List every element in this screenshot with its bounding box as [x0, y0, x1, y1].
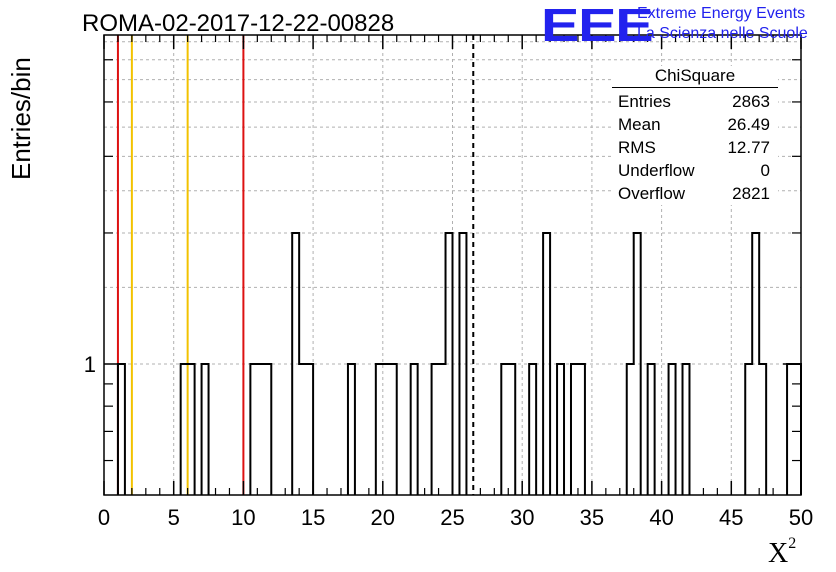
histogram-bin: [257, 364, 264, 495]
chart-title: ROMA-02-2017-12-22-00828: [82, 10, 395, 37]
x-tick-label: 30: [510, 505, 534, 530]
histogram-bin: [578, 364, 585, 495]
histogram-bin: [627, 364, 634, 495]
x-axis-label: X2: [768, 534, 797, 570]
histogram-bin: [683, 364, 690, 495]
histogram-bin: [390, 364, 397, 495]
stats-label: RMS: [618, 138, 656, 157]
stats-label: Mean: [618, 115, 661, 134]
logo-line-2: La Scienza nelle Scuole: [637, 25, 808, 42]
y-axis-label: Entries/bin: [6, 57, 36, 180]
x-axis-label-superscript: 2: [788, 534, 797, 552]
histogram-bin: [411, 364, 418, 495]
axis-ticks: 0 5 10 15 20 25 30 35 40 45 50 1: [84, 35, 813, 530]
x-tick-label: 35: [580, 505, 604, 530]
y-tick-label: 1: [84, 352, 96, 377]
histogram-bin: [432, 364, 439, 495]
histogram-bin: [439, 364, 446, 495]
eee-logo: EEE: [541, 0, 654, 51]
histogram-bin: [501, 364, 508, 495]
stats-box: ChiSquare Entries 2863 Mean 26.49 RMS 12.77…: [612, 66, 778, 205]
histogram-bin: [529, 364, 536, 495]
x-axis-label-base: X: [768, 538, 789, 569]
logo-caption: Extreme Energy Events La Scienza nelle S…: [637, 4, 808, 44]
histogram-bin: [306, 364, 313, 495]
histogram-bin: [383, 364, 390, 495]
histogram-bin: [557, 364, 564, 495]
stats-label: Underflow: [618, 161, 695, 180]
histogram-bin: [571, 364, 578, 495]
x-tick-label: 15: [301, 505, 325, 530]
histogram-bin: [759, 364, 766, 495]
x-tick-label: 50: [789, 505, 813, 530]
histogram-bin: [250, 364, 257, 495]
stats-value: 2863: [732, 92, 770, 111]
histogram-bin: [181, 364, 188, 495]
stats-row-underflow: Underflow 0: [612, 159, 778, 182]
histogram-bin: [299, 364, 306, 495]
stats-value: 26.49: [727, 115, 770, 134]
stats-row-entries: Entries 2863: [612, 90, 778, 113]
histogram-bin: [348, 364, 355, 495]
reference-lines: [116, 35, 475, 495]
x-tick-label: 25: [440, 505, 464, 530]
stats-row-rms: RMS 12.77: [612, 136, 778, 159]
stats-value: 0: [760, 161, 770, 180]
x-tick-label: 5: [168, 505, 180, 530]
grid-lines: [104, 35, 801, 495]
histogram-bin: [118, 364, 125, 495]
stats-value: 12.77: [727, 138, 770, 157]
stats-label: Entries: [618, 92, 671, 111]
histogram-bin: [264, 364, 271, 495]
histogram-bin: [188, 364, 195, 495]
histogram-bin: [508, 364, 515, 495]
histogram-bin: [745, 364, 752, 495]
x-tick-label: 20: [371, 505, 395, 530]
histogram-bin: [202, 364, 209, 495]
x-tick-label: 45: [719, 505, 743, 530]
logo-line-1: Extreme Energy Events: [637, 5, 806, 22]
histogram-bin: [669, 364, 676, 495]
stats-value: 2821: [732, 184, 770, 203]
stats-row-mean: Mean 26.49: [612, 113, 778, 136]
x-tick-label: 0: [98, 505, 110, 530]
stats-title: ChiSquare: [612, 66, 778, 88]
x-tick-label: 40: [649, 505, 673, 530]
x-tick-label: 10: [231, 505, 255, 530]
stats-label: Overflow: [618, 184, 686, 203]
histogram-bin: [648, 364, 655, 495]
stats-row-overflow: Overflow 2821: [612, 182, 778, 205]
histogram-bin: [376, 364, 383, 495]
